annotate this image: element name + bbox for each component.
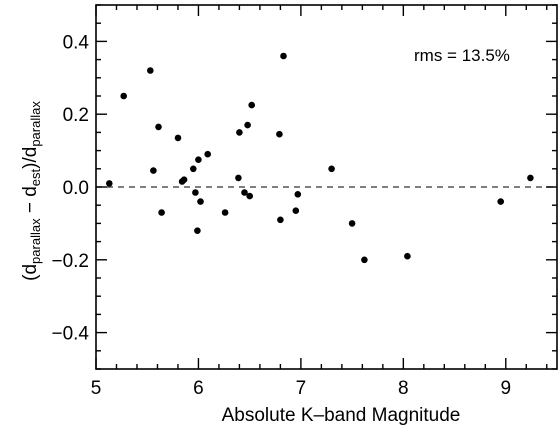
- y-label-sub-est: est: [28, 168, 43, 186]
- x-axis-label: Absolute K–band Magnitude: [222, 405, 461, 426]
- data-point-5: [158, 209, 165, 216]
- data-point-15: [221, 209, 229, 216]
- data-point-26: [294, 191, 302, 198]
- y-label-sub-parallax-1: parallax: [28, 218, 43, 264]
- data-point-24: [280, 52, 287, 60]
- data-point-18: [241, 189, 248, 196]
- data-point-17: [236, 129, 243, 136]
- x-tick-label: 5: [91, 378, 102, 399]
- data-point-22: [276, 130, 283, 138]
- y-tick-label: 0.4: [63, 32, 90, 53]
- data-point-27: [328, 165, 335, 173]
- data-point-0: [106, 180, 113, 187]
- data-point-13: [197, 198, 204, 205]
- y-label-sub-parallax-2: parallax: [28, 101, 43, 147]
- data-point-20: [246, 192, 253, 200]
- y-tick-label: 0.0: [63, 178, 89, 199]
- y-axis-label: (dparallax − dest)/dparallax: [20, 101, 43, 281]
- data-point-2: [147, 67, 154, 74]
- x-tick-label: 6: [193, 378, 204, 399]
- y-tick-label: −0.2: [51, 251, 89, 272]
- y-tick-label: 0.2: [63, 105, 89, 126]
- data-point-1: [120, 92, 127, 100]
- data-point-25: [292, 207, 300, 214]
- data-point-31: [497, 198, 505, 205]
- rms-annotation: rms = 13.5%: [414, 46, 510, 65]
- x-tick-label: 8: [398, 378, 409, 399]
- data-point-29: [361, 256, 368, 264]
- data-point-32: [527, 174, 534, 182]
- data-point-10: [192, 189, 199, 196]
- axis-tick-labels: 5 6 7 8 9 −0.4 −0.2 0.0 0.2 0.4: [51, 32, 511, 399]
- data-point-14: [204, 150, 211, 158]
- data-point-16: [235, 174, 242, 182]
- plot-area: [96, 52, 558, 264]
- data-point-19: [244, 121, 251, 129]
- data-point-9: [190, 165, 197, 173]
- y-tick-label: −0.4: [51, 324, 89, 345]
- y-label-close: )/d: [20, 147, 41, 169]
- plot-frame: [95, 4, 558, 370]
- data-point-6: [174, 134, 182, 142]
- y-label-minus-d: − d: [20, 186, 41, 218]
- data-point-21: [248, 101, 255, 109]
- data-point-11: [195, 156, 202, 163]
- y-label-open: (d: [20, 264, 41, 281]
- data-point-23: [277, 216, 284, 224]
- data-point-4: [155, 123, 162, 131]
- data-point-12: [194, 227, 201, 234]
- data-points: [106, 52, 534, 264]
- data-point-30: [404, 252, 411, 260]
- data-point-3: [150, 167, 157, 174]
- x-tick-label: 7: [296, 378, 307, 399]
- data-point-8: [180, 176, 188, 183]
- x-tick-label: 9: [500, 378, 511, 399]
- data-point-28: [348, 220, 356, 227]
